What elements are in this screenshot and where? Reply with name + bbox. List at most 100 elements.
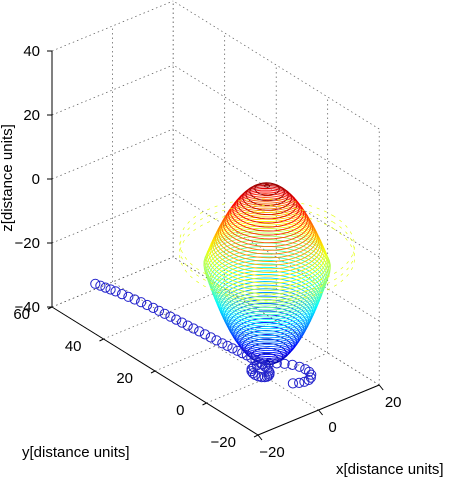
x-tick-label: 20 xyxy=(385,394,402,411)
contour-ring xyxy=(232,191,302,228)
contour-ring xyxy=(222,291,312,339)
contour-ring xyxy=(214,270,320,325)
contour-ring xyxy=(215,211,320,266)
data-point xyxy=(95,280,106,291)
axes xyxy=(47,50,384,441)
data-point xyxy=(153,305,165,316)
contour-ring xyxy=(207,249,327,311)
data-point xyxy=(247,368,258,379)
data-point xyxy=(271,358,282,369)
y-tick-label: 20 xyxy=(116,370,133,387)
y-tick-label: 60 xyxy=(13,306,30,323)
contour-ring xyxy=(213,266,321,323)
data-point xyxy=(142,299,153,311)
contour-ring xyxy=(204,230,330,295)
contour-ring xyxy=(216,277,318,330)
grid-line xyxy=(154,320,277,372)
contour-ring xyxy=(231,314,303,352)
contour-ring xyxy=(215,273,319,327)
contour-ring xyxy=(254,182,280,196)
data-point xyxy=(263,358,274,369)
contour-ring xyxy=(239,186,295,216)
data-point xyxy=(123,291,134,302)
data-point xyxy=(303,374,314,386)
data-point xyxy=(294,361,305,372)
contour-rings xyxy=(179,182,355,366)
data-point xyxy=(176,317,188,328)
tick-labels: −20 0 20 −20 0 20 40 60−40 −20 0 20 40 xyxy=(13,43,401,461)
y-tick-mark xyxy=(99,338,104,342)
data-point xyxy=(205,332,216,343)
data-point xyxy=(199,329,211,340)
data-point xyxy=(237,348,248,359)
z-tick-label: −40 xyxy=(15,299,40,316)
contour-ring xyxy=(242,184,292,211)
grid-lines xyxy=(51,0,380,436)
data-point xyxy=(110,286,121,297)
grid-line xyxy=(51,64,174,116)
y-tick-mark xyxy=(202,402,207,406)
data-point xyxy=(222,340,233,351)
x-tick-mark xyxy=(318,409,323,416)
data-point xyxy=(227,343,238,354)
contour-ring xyxy=(229,310,305,350)
grid-line xyxy=(51,128,174,180)
data-point xyxy=(211,335,222,346)
data-point xyxy=(100,282,111,293)
x-tick-label: −20 xyxy=(259,444,284,461)
contour-ring xyxy=(226,197,308,240)
y-tick-label: 0 xyxy=(176,402,184,419)
contour-ring xyxy=(219,205,315,255)
contour-ring xyxy=(203,235,331,301)
contour-ring xyxy=(213,214,321,270)
data-point xyxy=(188,323,199,334)
z-tick-label: 40 xyxy=(23,43,40,60)
x-tick-mark xyxy=(257,434,263,441)
contour-ring xyxy=(234,189,300,224)
x-axis-label: x[distance units] xyxy=(336,461,444,478)
z-tick-label: −20 xyxy=(15,235,40,252)
y-tick-mark xyxy=(253,434,259,438)
contour-ring xyxy=(208,223,326,284)
z-axis-label: z[distance units] xyxy=(0,124,16,232)
contour-ring xyxy=(236,187,298,220)
x-tick-label: 0 xyxy=(328,419,336,436)
grid-line xyxy=(206,352,328,404)
contour-ring xyxy=(217,207,317,259)
circle-marker-series xyxy=(90,278,317,389)
contour-ring xyxy=(212,216,322,273)
z-tick-label: 0 xyxy=(32,171,40,188)
data-point xyxy=(287,359,298,370)
data-point xyxy=(263,370,274,381)
grid-line xyxy=(173,0,380,130)
contour-ring xyxy=(204,239,330,304)
contour-ring xyxy=(226,302,308,345)
data-point xyxy=(194,326,205,337)
contour-ring xyxy=(223,295,311,341)
contour-ring xyxy=(264,184,270,188)
data-point xyxy=(182,320,193,331)
data-point xyxy=(256,359,268,370)
contour-ring xyxy=(210,218,324,277)
data-point xyxy=(148,302,159,313)
contour-ring xyxy=(245,183,289,207)
data-point xyxy=(129,294,140,305)
grid-line xyxy=(173,64,380,194)
data-point xyxy=(159,308,170,319)
x-tick-mark xyxy=(378,384,384,391)
contour-ring xyxy=(206,245,328,308)
data-point xyxy=(294,377,305,388)
data-point xyxy=(250,369,261,380)
contour-ring xyxy=(205,242,329,306)
contour-ring xyxy=(218,281,316,332)
data-point xyxy=(304,366,315,377)
contour-ring xyxy=(205,227,329,291)
contour-ring xyxy=(216,209,318,262)
data-point xyxy=(217,338,228,349)
grid-line xyxy=(51,0,174,52)
data-point xyxy=(306,369,317,380)
grid-line xyxy=(51,256,174,308)
data-point xyxy=(279,358,290,369)
y-axis-label: y[distance units] xyxy=(22,444,130,461)
contour-ring xyxy=(203,232,331,298)
